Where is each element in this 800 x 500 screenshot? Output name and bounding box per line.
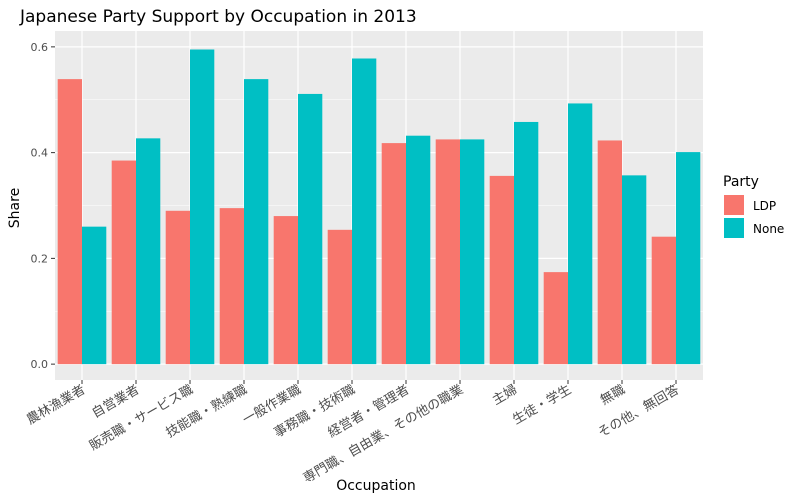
y-tick-label: 0.0: [31, 358, 49, 371]
bar-ldp-7: [435, 139, 460, 365]
bar-none-10: [622, 175, 647, 365]
legend-label-ldp: LDP: [753, 199, 776, 213]
legend: Party LDP None: [723, 174, 784, 238]
bar-none-0: [82, 226, 107, 365]
bar-ldp-8: [489, 175, 514, 365]
bar-ldp-5: [327, 229, 352, 365]
grid-minor: [55, 99, 703, 312]
bar-none-11: [676, 152, 701, 365]
bar-ldp-10: [597, 140, 622, 365]
bar-ldp-4: [273, 216, 298, 365]
y-tick-label: 0.6: [31, 41, 49, 54]
bar-none-3: [244, 79, 269, 365]
bar-none-9: [568, 103, 593, 365]
bar-ldp-6: [381, 143, 406, 365]
bar-none-1: [136, 138, 161, 365]
bar-ldp-1: [111, 160, 136, 365]
x-axis-ticks: 農林漁業者 自営業者販売職・サービス職技能職・熟練職一般作業職事務職・技術職経営者…: [24, 380, 682, 486]
bar-ldp-9: [543, 272, 568, 365]
x-tick-label: 主婦: [489, 382, 520, 409]
chart-title: Japanese Party Support by Occupation in …: [19, 7, 417, 27]
y-tick-label: 0.4: [31, 147, 49, 160]
bars: [57, 49, 701, 365]
x-tick-label: 農林漁業者: [24, 382, 88, 428]
x-tick-label: 無職: [598, 382, 628, 408]
bar-none-5: [352, 58, 377, 365]
bar-none-2: [190, 49, 215, 365]
bar-ldp-11: [651, 236, 676, 365]
x-tick-label: 生徒・学生: [510, 382, 574, 428]
y-axis-title: Share: [7, 188, 23, 228]
legend-title: Party: [723, 174, 759, 190]
bar-ldp-2: [165, 210, 190, 365]
legend-swatch-none: [724, 218, 744, 238]
bar-ldp-3: [219, 208, 244, 365]
y-axis-ticks: 0.0 0.2 0.4 0.6: [31, 41, 55, 371]
legend-label-none: None: [753, 222, 784, 236]
legend-swatch-ldp: [724, 195, 744, 215]
x-axis-title: Occupation: [336, 478, 416, 494]
y-tick-label: 0.2: [31, 252, 49, 265]
bar-none-7: [460, 139, 485, 365]
bar-none-8: [514, 121, 539, 365]
bar-none-4: [298, 93, 323, 365]
bar-none-6: [406, 135, 431, 365]
bar-ldp-0: [57, 79, 82, 365]
